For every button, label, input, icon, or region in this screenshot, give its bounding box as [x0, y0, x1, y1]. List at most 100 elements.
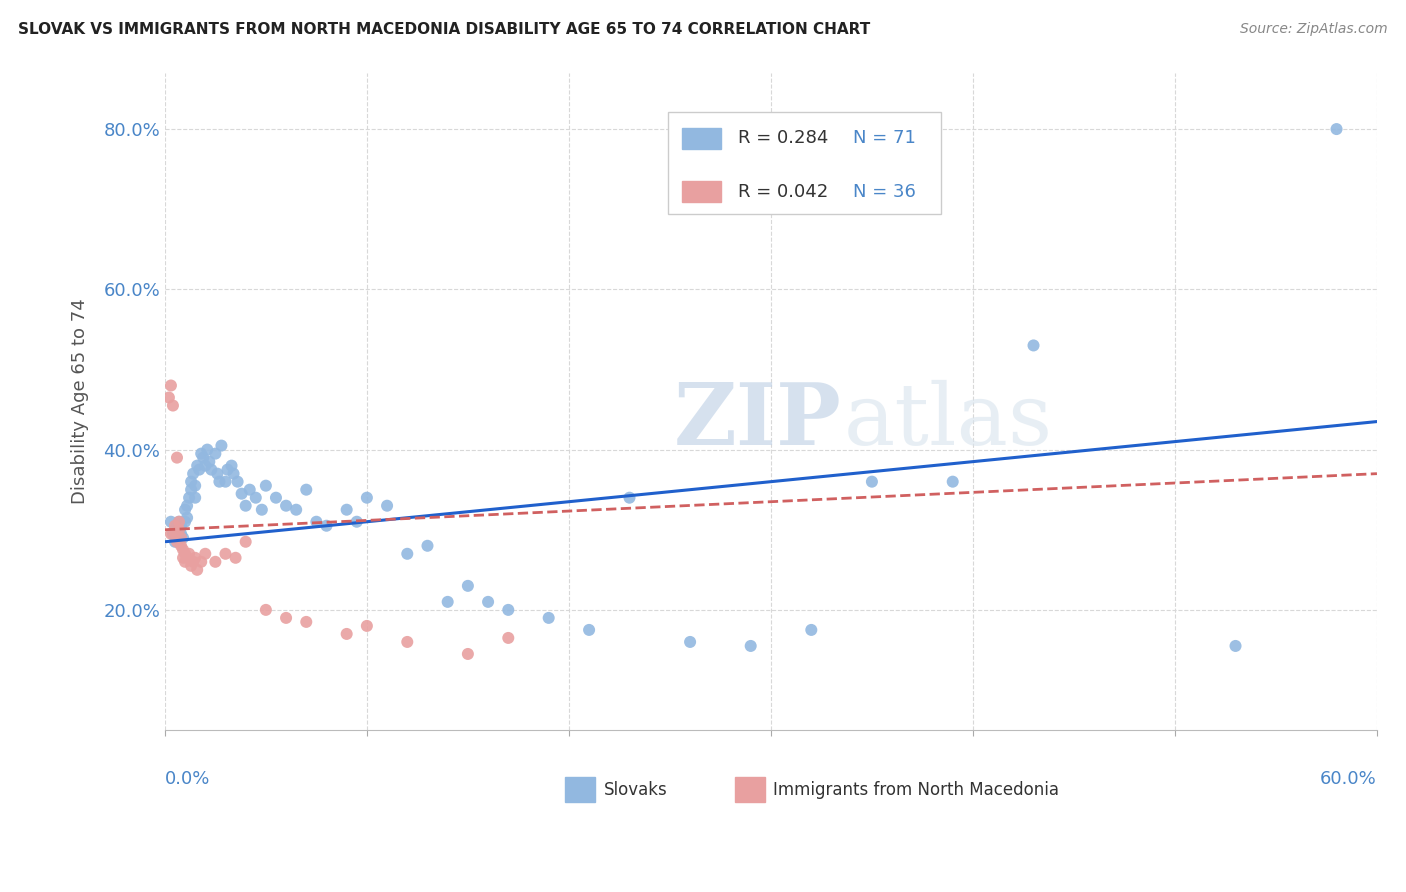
Point: [174, 502, 197, 516]
Text: SLOVAK VS IMMIGRANTS FROM NORTH MACEDONIA DISABILITY AGE 65 TO 74 CORRELATION CH: SLOVAK VS IMMIGRANTS FROM NORTH MACEDONI…: [18, 22, 870, 37]
Point: [163, 518, 186, 533]
Point: [166, 534, 188, 549]
Point: [190, 555, 212, 569]
Point: [184, 478, 207, 492]
Point: [200, 463, 222, 477]
Point: [375, 499, 398, 513]
Point: [176, 499, 198, 513]
Point: [163, 534, 186, 549]
Point: [174, 515, 197, 529]
Point: [416, 539, 439, 553]
Point: [214, 547, 236, 561]
Point: [170, 539, 193, 553]
Point: [274, 499, 297, 513]
Point: [477, 595, 499, 609]
Bar: [682, 181, 721, 202]
Point: [167, 523, 190, 537]
Point: [170, 526, 193, 541]
Point: [239, 483, 262, 497]
Point: [167, 515, 190, 529]
Point: [396, 547, 419, 561]
Point: [176, 510, 198, 524]
Point: [336, 502, 359, 516]
Point: [436, 595, 458, 609]
Point: [177, 491, 200, 505]
Point: [157, 391, 180, 405]
Point: [235, 499, 257, 513]
Point: [180, 475, 202, 489]
Text: R = 0.042: R = 0.042: [738, 183, 828, 201]
Point: [537, 611, 560, 625]
Point: [184, 550, 207, 565]
Point: [457, 579, 479, 593]
Point: [186, 563, 208, 577]
Point: [800, 623, 823, 637]
Point: [1326, 122, 1348, 136]
Point: [160, 378, 183, 392]
Point: [226, 475, 249, 489]
Text: N = 36: N = 36: [853, 183, 917, 201]
Point: [217, 463, 239, 477]
Point: [174, 555, 197, 569]
Point: [235, 534, 257, 549]
Point: [740, 639, 762, 653]
Point: [180, 483, 202, 497]
Point: [188, 463, 211, 477]
Point: [162, 526, 184, 541]
Point: [160, 526, 183, 541]
Point: [181, 467, 204, 481]
Point: [163, 523, 186, 537]
Point: [860, 475, 883, 489]
Text: N = 71: N = 71: [853, 129, 917, 147]
Point: [498, 631, 520, 645]
Text: 60.0%: 60.0%: [1320, 770, 1376, 788]
Point: [225, 550, 247, 565]
Point: [180, 558, 202, 573]
Point: [305, 515, 328, 529]
Point: [619, 491, 641, 505]
Text: R = 0.284: R = 0.284: [738, 129, 828, 147]
Text: Source: ZipAtlas.com: Source: ZipAtlas.com: [1240, 22, 1388, 37]
Point: [356, 619, 378, 633]
Point: [167, 515, 190, 529]
Point: [457, 647, 479, 661]
Point: [163, 526, 186, 541]
Point: [204, 555, 226, 569]
Point: [498, 603, 520, 617]
Point: [285, 502, 308, 516]
Point: [207, 467, 229, 481]
Point: [231, 486, 253, 500]
Point: [194, 458, 217, 473]
Point: [166, 450, 188, 465]
Point: [172, 531, 194, 545]
Point: [190, 447, 212, 461]
Point: [172, 542, 194, 557]
Point: [172, 550, 194, 565]
Text: Immigrants from North Macedonia: Immigrants from North Macedonia: [773, 780, 1059, 799]
Bar: [734, 778, 765, 803]
Point: [170, 518, 193, 533]
FancyBboxPatch shape: [668, 112, 941, 214]
Point: [295, 483, 318, 497]
Text: Slovaks: Slovaks: [603, 780, 668, 799]
Point: [1022, 338, 1045, 352]
Point: [195, 442, 218, 457]
Text: atlas: atlas: [844, 380, 1053, 463]
Point: [167, 523, 190, 537]
Point: [209, 439, 232, 453]
Point: [295, 615, 318, 629]
Point: [679, 635, 702, 649]
Point: [250, 502, 273, 516]
Point: [346, 515, 368, 529]
Point: [198, 455, 221, 469]
Point: [336, 627, 359, 641]
Point: [181, 555, 204, 569]
Point: [254, 603, 277, 617]
Text: ZIP: ZIP: [673, 379, 842, 463]
Point: [578, 623, 600, 637]
Point: [1225, 639, 1247, 653]
Bar: [682, 128, 721, 149]
Point: [176, 550, 198, 565]
Point: [942, 475, 965, 489]
Point: [170, 531, 193, 545]
